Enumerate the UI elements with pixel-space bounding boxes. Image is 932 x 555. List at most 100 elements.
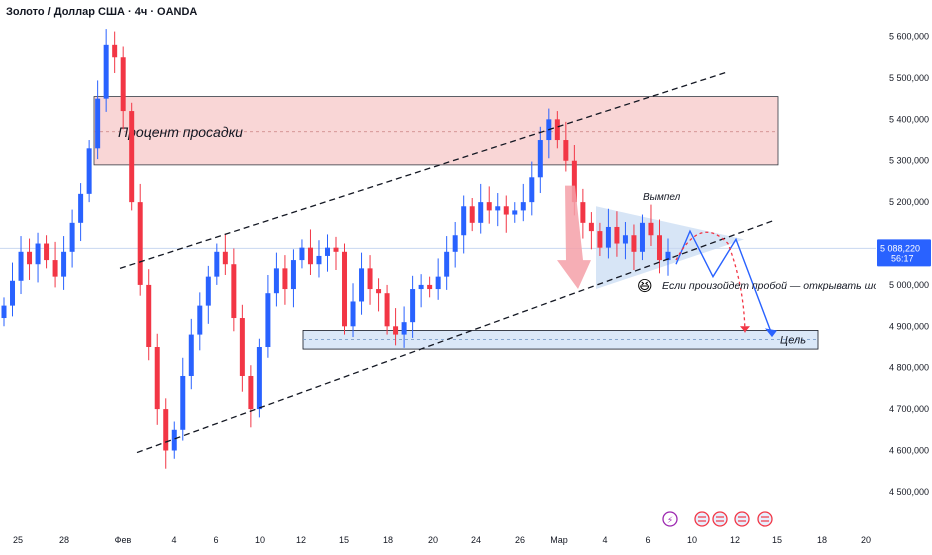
time-tick-label: 18 — [383, 535, 393, 545]
candle-body — [461, 206, 467, 236]
candle-body — [324, 247, 330, 256]
channel-lower-line — [136, 220, 774, 454]
candle-body — [588, 222, 594, 232]
candle-body — [520, 202, 526, 211]
candle-body — [571, 160, 577, 203]
candle-body — [120, 57, 126, 112]
candle-body — [290, 260, 296, 290]
price-tick-label: 4 500,000 — [889, 487, 929, 497]
candle-body — [427, 284, 433, 290]
time-tick-label: 26 — [515, 535, 525, 545]
time-tick-label: 15 — [339, 535, 349, 545]
candle-body — [639, 222, 645, 252]
candle-body — [239, 318, 245, 376]
price-tick-label: 4 600,000 — [889, 445, 929, 455]
current-price-value: 5 088,220 — [880, 243, 920, 253]
time-tick-label: 20 — [861, 535, 871, 545]
time-tick-label: 10 — [255, 535, 265, 545]
candle-body — [205, 276, 211, 306]
candle-body — [307, 247, 313, 265]
candle-body — [163, 409, 169, 451]
time-tick-label: 6 — [645, 535, 650, 545]
candle-body — [316, 255, 322, 265]
target-zone-label: Цель — [780, 335, 806, 347]
candle-body — [265, 293, 271, 348]
candle-body — [486, 202, 492, 211]
target-zone — [302, 330, 819, 350]
time-tick-label: 10 — [687, 535, 697, 545]
candle-body — [35, 243, 41, 265]
event-glyph: ⚡ — [667, 515, 673, 525]
current-price-tag — [877, 239, 931, 267]
candle-body — [95, 98, 101, 149]
candle-body — [112, 44, 118, 58]
candle-body — [401, 322, 407, 335]
candle-body — [359, 268, 365, 302]
candle-body — [563, 140, 569, 161]
candle-body — [478, 202, 484, 223]
candle-body — [622, 235, 628, 244]
candle-body — [495, 206, 501, 211]
candle-body — [435, 276, 441, 290]
time-tick-label: 12 — [730, 535, 740, 545]
candle-body — [376, 289, 382, 294]
candle-body — [129, 111, 135, 203]
candle-body — [282, 268, 288, 290]
candle-body — [69, 222, 75, 252]
candle-body — [614, 226, 620, 244]
candle-body — [444, 251, 450, 277]
candle-body — [342, 251, 348, 327]
candle-body — [103, 44, 109, 99]
candle-body — [580, 202, 586, 223]
time-tick-label: 18 — [817, 535, 827, 545]
candle-body — [631, 235, 637, 252]
candle-body — [512, 210, 518, 215]
time-tick-label: 28 — [59, 535, 69, 545]
candle-body — [648, 222, 654, 236]
breakout-note: Если произойдет пробой — открывать шорт — [662, 280, 894, 292]
forecast-arrowhead-red — [740, 326, 750, 333]
price-tick-label: 5 600,000 — [889, 32, 929, 42]
candle-body — [10, 280, 16, 306]
drop-arrow — [557, 185, 591, 290]
event-us-flag-icon — [712, 511, 728, 527]
time-tick-label: Мар — [550, 535, 568, 545]
price-tick-label: 4 800,000 — [889, 363, 929, 373]
forecast-arrowhead-blue — [765, 328, 777, 338]
time-tick-label: 4 — [602, 535, 607, 545]
price-tick-label: 5 200,000 — [889, 197, 929, 207]
drawdown-zone-label: Процент просадки — [118, 124, 243, 140]
candle-body — [154, 347, 160, 410]
price-tick-label: 4 700,000 — [889, 404, 929, 414]
candle-body — [248, 375, 254, 410]
candle-body — [52, 260, 58, 277]
candle-body — [597, 231, 603, 248]
candle-body — [529, 177, 535, 203]
forecast-path-red — [675, 231, 746, 333]
candle-body — [78, 193, 84, 223]
event-us-flag-icon — [757, 511, 773, 527]
price-axis-bg — [876, 0, 932, 550]
candle-body — [503, 206, 509, 215]
candle-body — [146, 284, 152, 348]
candle-body — [197, 305, 203, 335]
candle-body — [554, 119, 560, 141]
countdown-value: 56:17 — [891, 253, 914, 263]
candle-body — [86, 148, 92, 194]
candle-body — [1, 305, 7, 319]
candle-body — [333, 247, 339, 252]
candle-body — [665, 251, 671, 261]
candle-body — [656, 235, 662, 261]
candle-body — [61, 251, 67, 277]
pennant-label: Вымпел — [643, 192, 681, 203]
candle-body — [171, 429, 177, 451]
time-tick-label: 15 — [772, 535, 782, 545]
candle-body — [180, 375, 186, 430]
candle-body — [350, 301, 356, 327]
drawdown-zone — [93, 96, 779, 166]
candle-body — [410, 289, 416, 323]
time-tick-label: 20 — [428, 535, 438, 545]
time-tick-label: 24 — [471, 535, 481, 545]
